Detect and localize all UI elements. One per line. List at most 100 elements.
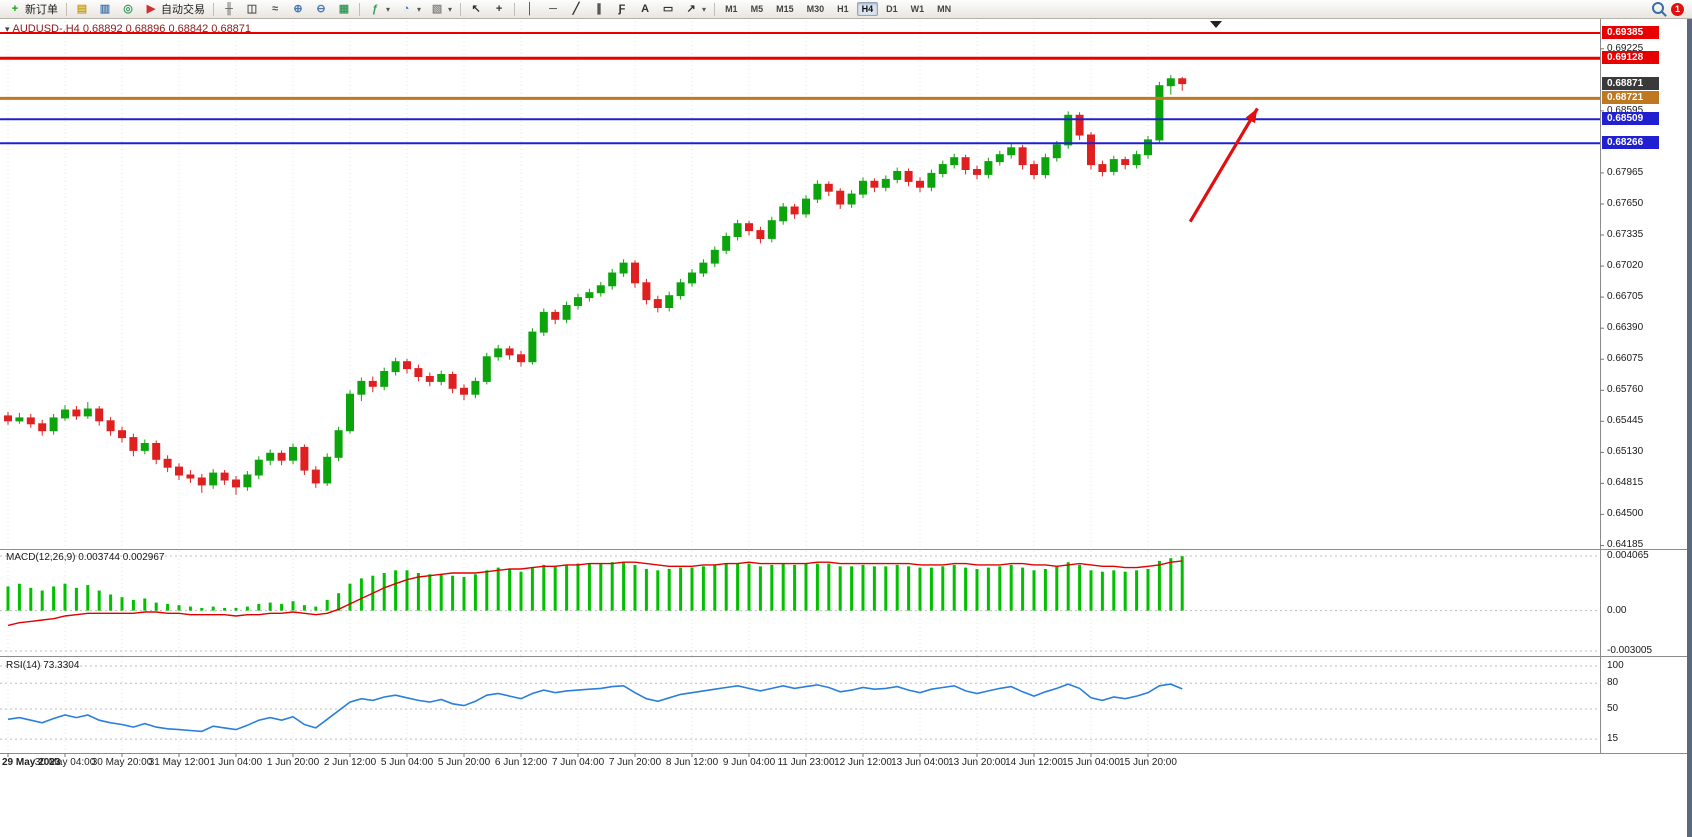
fibonacci-icon[interactable]: Ƒ xyxy=(611,1,633,18)
candle-body xyxy=(448,374,457,389)
candle-body xyxy=(425,376,434,382)
templates-icon: ▧ xyxy=(431,3,443,15)
timeframe-H4[interactable]: H4 xyxy=(856,2,879,16)
macd-histogram-bar xyxy=(234,607,238,611)
toolbar-separator xyxy=(213,2,214,16)
periods-icon: ◔ xyxy=(402,3,410,15)
macd-histogram-bar xyxy=(918,567,922,611)
timeframe-MN[interactable]: MN xyxy=(937,4,952,14)
candle-body xyxy=(163,458,172,468)
macd-histogram-bar xyxy=(439,574,443,611)
timeframe-M30[interactable]: M30 xyxy=(806,4,825,14)
periods-button[interactable]: ◔ ▾ xyxy=(395,1,425,18)
tile-windows-icon[interactable]: ▦ xyxy=(333,1,355,18)
time-axis-label: 15 Jun 20:00 xyxy=(1119,757,1177,768)
macd-histogram-bar xyxy=(257,603,261,611)
macd-histogram-bar xyxy=(109,594,113,611)
vertical-line-icon[interactable]: │ xyxy=(519,1,541,18)
arrows-button[interactable]: ↗ ▾ xyxy=(680,1,710,18)
cursor-icon[interactable]: ↖ xyxy=(465,1,487,18)
macd-signal-line xyxy=(7,560,1183,627)
macd-histogram-bar xyxy=(1146,569,1150,611)
timeframe-M15[interactable]: M15 xyxy=(776,4,794,14)
macd-histogram-bar xyxy=(394,570,398,611)
trend-arrow[interactable] xyxy=(1188,107,1259,223)
macd-histogram-bar xyxy=(97,590,101,611)
bar-chart-icon[interactable]: ╫ xyxy=(218,1,240,18)
templates-button[interactable]: ▧ ▾ xyxy=(426,1,456,18)
notification-badge[interactable]: 1 xyxy=(1671,2,1684,16)
macd-histogram-bar xyxy=(895,564,899,611)
chart-shift-marker[interactable] xyxy=(1210,21,1222,28)
crosshair-icon[interactable]: + xyxy=(488,1,510,18)
price-axis-label: 0.67650 xyxy=(1607,197,1644,209)
candle-body xyxy=(836,190,845,205)
candle-body xyxy=(938,164,947,175)
chart-ohlc-title: AUDUSD-,H4 0.68892 0.68896 0.68842 0.688… xyxy=(12,23,252,35)
timeframe-H1[interactable]: H1 xyxy=(837,4,849,14)
chart-dropdown-icon[interactable]: ▾ xyxy=(5,24,10,34)
macd-histogram-bar xyxy=(86,585,90,611)
vertical-scrollbar[interactable] xyxy=(1687,19,1692,837)
price-axis-label: 0.64185 xyxy=(1607,539,1644,551)
fibonacci-icon-icon: Ƒ xyxy=(618,3,626,15)
candle-body xyxy=(859,180,867,195)
candle-body xyxy=(460,387,468,395)
data-window-icon[interactable]: ▥ xyxy=(94,1,116,18)
zoom-in-icon[interactable]: ⊕ xyxy=(287,1,309,18)
macd-histogram-bar xyxy=(884,566,888,611)
horizontal-line-icon[interactable]: ─ xyxy=(542,1,564,18)
line-chart-icon[interactable]: ≈ xyxy=(264,1,286,18)
candle-body xyxy=(790,206,799,215)
candle-body xyxy=(824,183,833,192)
candlestick-chart-icon[interactable]: ◫ xyxy=(241,1,263,18)
rsi-axis-label: 100 xyxy=(1607,660,1624,671)
navigator-icon-icon: ◎ xyxy=(123,3,133,15)
autotrade-button[interactable]: ▶ 自动交易 xyxy=(140,1,209,18)
candle-body xyxy=(688,272,696,284)
price-axis[interactable]: 0.69225 0.68595 0.67965 0.67650 0.67335 0.670… xyxy=(1601,0,1689,837)
price-axis-label: 0.65445 xyxy=(1607,415,1644,427)
search-icon[interactable] xyxy=(1652,2,1664,14)
candle-body xyxy=(106,420,115,432)
timeframe-M5[interactable]: M5 xyxy=(750,4,764,14)
channel-icon[interactable]: ∥ xyxy=(588,1,610,18)
resistance-lower-badge: 0.69128 xyxy=(1602,51,1659,65)
macd-histogram-bar xyxy=(302,605,306,611)
macd-histogram-bar xyxy=(63,583,67,611)
timeframe-W1[interactable]: W1 xyxy=(910,4,925,14)
zoom-out-icon[interactable]: ⊖ xyxy=(310,1,332,18)
macd-histogram-bar xyxy=(6,586,10,611)
time-axis[interactable]: 29 May 2023 30 May 04:00 30 May 20:00 31 Ma… xyxy=(0,753,1606,773)
time-axis-label: 30 May 04:00 xyxy=(34,757,96,768)
text-label-icon[interactable]: ▭ xyxy=(657,1,679,18)
macd-histogram-bar xyxy=(268,602,272,611)
macd-histogram-bar xyxy=(314,606,318,611)
macd-histogram-bar xyxy=(166,603,170,611)
time-axis-label: 15 Jun 04:00 xyxy=(1062,757,1120,768)
timeframe-M1[interactable]: M1 xyxy=(725,4,738,14)
candle-body xyxy=(995,154,1004,163)
toolbar-separator xyxy=(714,2,716,16)
time-axis-label: 7 Jun 04:00 xyxy=(551,757,605,768)
candle-body xyxy=(118,430,126,439)
new-order-button[interactable]: + 新订单 xyxy=(4,1,62,18)
rsi-line xyxy=(7,683,1183,733)
navigator-icon[interactable]: ◎ xyxy=(117,1,139,18)
candle-body xyxy=(1132,154,1141,166)
candle-body xyxy=(243,474,252,488)
timeframe-D1[interactable]: D1 xyxy=(886,4,898,14)
macd-histogram-bar xyxy=(804,563,808,611)
trendline-icon[interactable]: ╱ xyxy=(565,1,587,18)
market-watch-icon[interactable]: ▤ xyxy=(71,1,93,18)
macd-histogram-bar xyxy=(416,573,420,611)
macd-histogram-bar xyxy=(1021,567,1025,611)
macd-histogram-bar xyxy=(622,562,626,611)
text-icon[interactable]: A xyxy=(634,1,656,18)
indicators-button[interactable]: ƒ ▾ xyxy=(364,1,394,18)
tile-windows-icon-icon: ▦ xyxy=(338,3,350,15)
macd-histogram-bar xyxy=(770,564,774,611)
macd-axis-label: 0.00 xyxy=(1607,604,1627,616)
